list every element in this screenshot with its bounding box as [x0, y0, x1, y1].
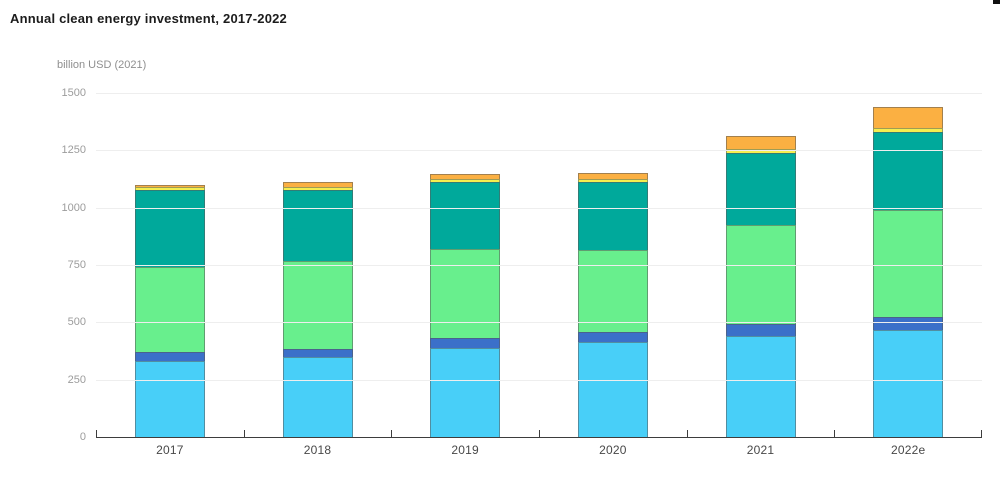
x-axis-tick — [981, 430, 982, 437]
bar-slot — [834, 93, 982, 437]
y-tick-label: 1250 — [61, 144, 86, 156]
segment-light-blue — [577, 342, 648, 437]
segment-light-green — [577, 250, 648, 332]
bar-slot — [96, 93, 244, 437]
bar-2017 — [134, 185, 205, 437]
segment-light-green — [134, 267, 205, 352]
gridline — [96, 150, 982, 151]
segment-light-blue — [282, 357, 353, 437]
segment-teal — [282, 190, 353, 261]
segment-dark-blue — [577, 332, 648, 342]
gridline — [96, 265, 982, 266]
gridline — [96, 380, 982, 381]
x-tick-label: 2019 — [451, 443, 479, 457]
segment-yellow — [430, 179, 501, 182]
segment-light-blue — [725, 336, 796, 437]
y-tick-label: 500 — [67, 316, 86, 328]
x-tick-label: 2021 — [746, 443, 775, 457]
x-tick-label: 2022e — [891, 443, 926, 457]
corner-mark-icon — [993, 0, 1000, 4]
segment-dark-blue — [134, 352, 205, 361]
bars-row — [96, 93, 982, 437]
x-axis-tick — [834, 430, 835, 437]
segment-light-green — [430, 249, 501, 338]
bar-2022e — [873, 107, 944, 437]
segment-dark-blue — [282, 349, 353, 357]
y-tick-label: 250 — [67, 374, 86, 386]
page-title: Annual clean energy investment, 2017-202… — [10, 11, 287, 26]
segment-orange — [282, 182, 353, 187]
segment-teal — [577, 182, 648, 250]
segment-teal — [430, 182, 501, 249]
x-tick-label: 2018 — [303, 443, 332, 457]
segment-teal — [873, 132, 944, 210]
segment-orange — [725, 136, 796, 149]
segment-light-blue — [134, 361, 205, 437]
x-axis-tick — [687, 430, 688, 437]
segment-light-blue — [873, 330, 944, 437]
segment-orange — [873, 107, 944, 128]
x-axis-labels: 2017 2018 2019 2020 2021 2022e — [96, 443, 982, 457]
x-axis-tick — [96, 430, 97, 437]
segment-orange — [430, 174, 501, 179]
segment-light-green — [873, 210, 944, 317]
y-tick-label: 0 — [79, 431, 86, 443]
bar-2019 — [430, 174, 501, 437]
x-axis-tick — [244, 430, 245, 437]
y-tick-label: 1000 — [61, 202, 86, 214]
segment-dark-blue — [430, 338, 501, 348]
segment-dark-blue — [873, 317, 944, 330]
y-tick-label: 1500 — [61, 87, 86, 99]
bar-2020 — [577, 173, 648, 437]
gridline — [96, 208, 982, 209]
segment-yellow — [134, 187, 205, 190]
bar-slot — [539, 93, 687, 437]
y-tick-label: 750 — [67, 259, 86, 271]
segment-yellow — [725, 149, 796, 153]
x-tick-label: 2017 — [156, 443, 184, 457]
segment-light-green — [725, 225, 796, 324]
segment-teal — [725, 153, 796, 225]
x-tick-label: 2020 — [599, 443, 627, 457]
segment-light-green — [282, 261, 353, 349]
segment-dark-blue — [725, 324, 796, 336]
bar-slot — [391, 93, 539, 437]
segment-yellow — [873, 128, 944, 132]
plot-area — [96, 93, 982, 438]
bar-2018 — [282, 182, 353, 437]
segment-light-blue — [430, 348, 501, 437]
gridline — [96, 322, 982, 323]
segment-yellow — [577, 179, 648, 182]
bar-slot — [244, 93, 392, 437]
y-axis-labels: 0 250 500 750 1000 1250 1500 — [0, 87, 86, 443]
x-axis-tick — [391, 430, 392, 437]
segment-yellow — [282, 187, 353, 190]
bar-2021 — [725, 136, 796, 437]
gridline — [96, 93, 982, 94]
bar-slot — [687, 93, 835, 437]
x-axis-tick — [539, 430, 540, 437]
segment-orange — [577, 173, 648, 179]
y-axis-unit-label: billion USD (2021) — [57, 59, 147, 71]
segment-teal — [134, 190, 205, 267]
segment-orange — [134, 185, 205, 187]
